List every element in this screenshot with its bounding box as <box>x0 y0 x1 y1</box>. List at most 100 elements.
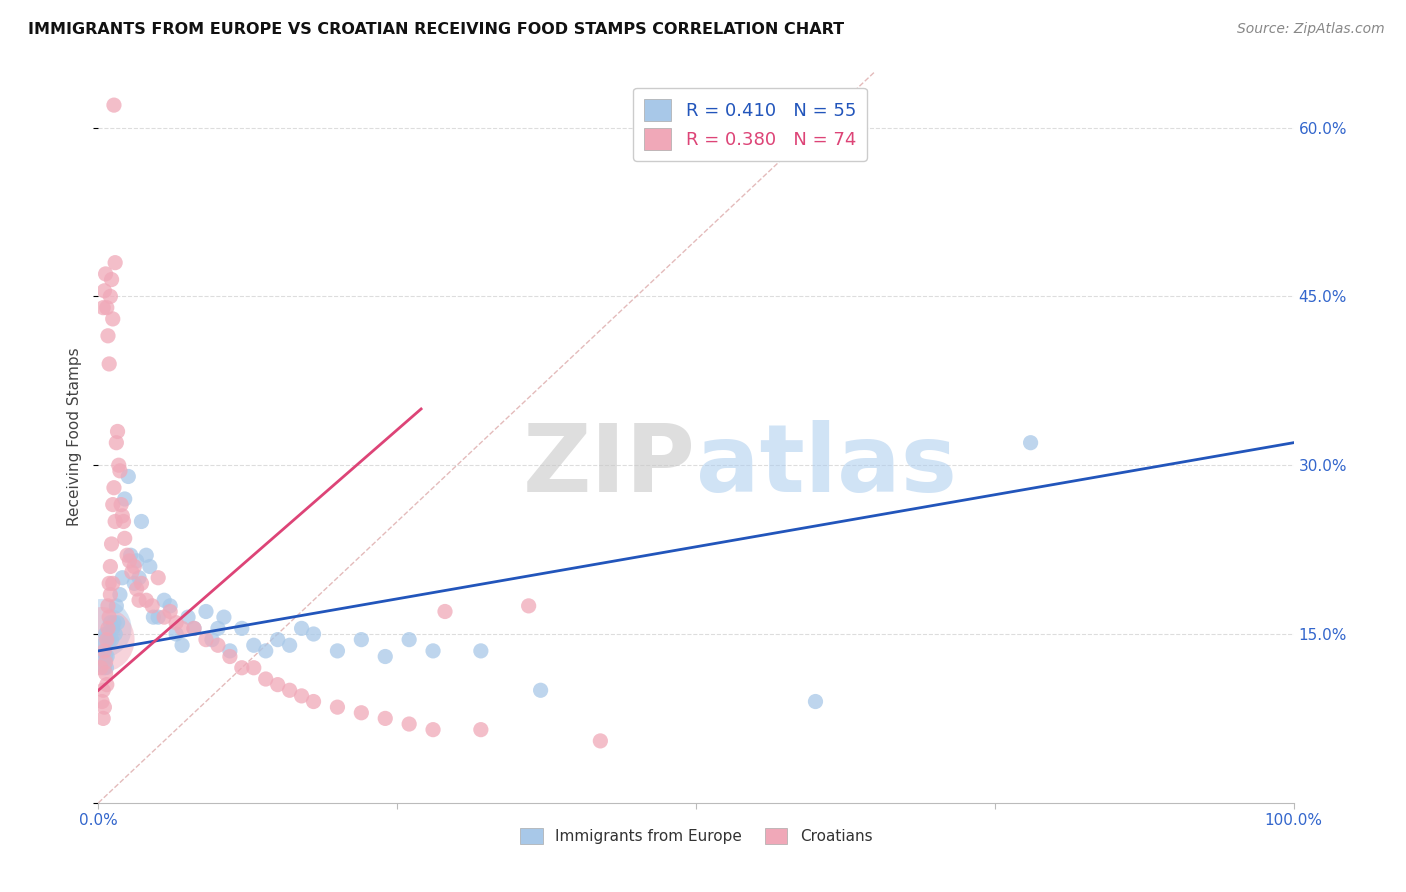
Point <box>517 599 540 613</box>
Point <box>589 734 612 748</box>
Point <box>278 638 301 652</box>
Point <box>135 593 157 607</box>
Point <box>107 458 129 473</box>
Point <box>470 723 492 737</box>
Point <box>135 548 157 562</box>
Point <box>98 357 121 371</box>
Point <box>291 621 314 635</box>
Point <box>470 644 492 658</box>
Point <box>98 610 121 624</box>
Point <box>93 661 115 675</box>
Text: IMMIGRANTS FROM EUROPE VS CROATIAN RECEIVING FOOD STAMPS CORRELATION CHART: IMMIGRANTS FROM EUROPE VS CROATIAN RECEI… <box>28 22 844 37</box>
Point <box>94 627 117 641</box>
Point <box>97 627 120 641</box>
Point <box>93 284 115 298</box>
Point <box>231 621 253 635</box>
Point <box>278 683 301 698</box>
Point <box>128 571 150 585</box>
Point <box>90 661 112 675</box>
Point <box>96 678 118 692</box>
Point <box>148 571 170 585</box>
Point <box>139 559 162 574</box>
Point <box>243 661 266 675</box>
Legend: Immigrants from Europe, Croatians: Immigrants from Europe, Croatians <box>513 822 879 850</box>
Point <box>142 610 165 624</box>
Point <box>110 498 132 512</box>
Point <box>804 694 827 708</box>
Point <box>422 723 444 737</box>
Point <box>103 615 125 630</box>
Point <box>98 559 122 574</box>
Point <box>93 638 115 652</box>
Point <box>91 711 114 725</box>
Point <box>165 615 187 630</box>
Point <box>434 605 457 619</box>
Point <box>97 621 120 635</box>
Point <box>97 328 120 343</box>
Point <box>350 632 373 647</box>
Point <box>111 508 134 523</box>
Point <box>104 627 127 641</box>
Point <box>128 593 150 607</box>
Point <box>207 638 229 652</box>
Point <box>98 289 122 303</box>
Point <box>121 565 143 579</box>
Point <box>96 649 118 664</box>
Point <box>93 644 115 658</box>
Point <box>91 621 114 635</box>
Point <box>107 615 129 630</box>
Point <box>93 700 115 714</box>
Point <box>104 515 127 529</box>
Point <box>159 605 181 619</box>
Point <box>177 610 200 624</box>
Point <box>98 615 122 630</box>
Point <box>125 554 148 568</box>
Point <box>103 481 125 495</box>
Point <box>291 689 314 703</box>
Point <box>98 588 122 602</box>
Point <box>159 599 181 613</box>
Point <box>94 666 117 681</box>
Point <box>91 301 114 315</box>
Point <box>94 655 117 669</box>
Point <box>98 632 121 647</box>
Point <box>148 610 170 624</box>
Point <box>120 548 142 562</box>
Point <box>101 621 124 635</box>
Point <box>374 711 396 725</box>
Point <box>326 700 349 714</box>
Point <box>105 599 128 613</box>
Point <box>94 267 117 281</box>
Point <box>91 632 114 647</box>
Point <box>183 621 205 635</box>
Point <box>131 515 153 529</box>
Point <box>91 683 114 698</box>
Point <box>100 632 122 647</box>
Point <box>107 425 129 439</box>
Point <box>172 638 194 652</box>
Point <box>108 464 131 478</box>
Point <box>141 599 163 613</box>
Point <box>326 644 349 658</box>
Point <box>104 255 127 269</box>
Point <box>124 559 146 574</box>
Point <box>125 582 148 596</box>
Point <box>254 672 277 686</box>
Point <box>115 548 138 562</box>
Point <box>219 649 242 664</box>
Point <box>101 498 124 512</box>
Y-axis label: Receiving Food Stamps: Receiving Food Stamps <box>67 348 83 526</box>
Point <box>96 661 118 675</box>
Point <box>131 576 153 591</box>
Point <box>153 593 176 607</box>
Point <box>96 301 118 315</box>
Point <box>231 661 253 675</box>
Point <box>195 632 218 647</box>
Point <box>117 469 139 483</box>
Point <box>101 576 124 591</box>
Point <box>103 98 125 112</box>
Text: ZIP: ZIP <box>523 420 696 512</box>
Point <box>302 694 325 708</box>
Point <box>267 632 290 647</box>
Point <box>112 515 135 529</box>
